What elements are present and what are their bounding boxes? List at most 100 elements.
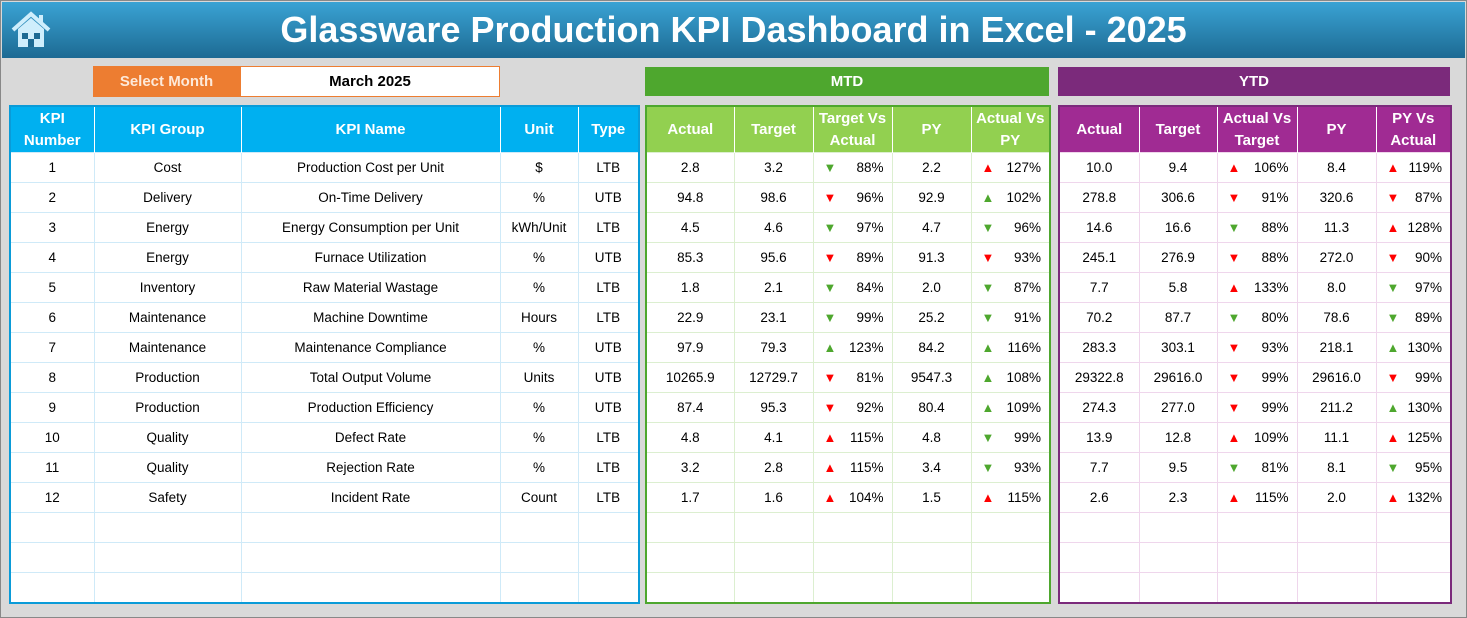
- ytd-cell: 70.2: [1058, 302, 1140, 333]
- cell-name: Machine Downtime: [240, 302, 501, 333]
- triangle-down-icon: ▼: [981, 220, 995, 235]
- indicator: ▼ 93%: [1218, 340, 1297, 355]
- table-row: 2 Delivery On-Time Delivery% UTB: [9, 182, 640, 213]
- percent-value: 88%: [1261, 220, 1289, 235]
- percent-value: 109%: [1006, 400, 1041, 415]
- table-row: 11 Quality Rejection Rate% LTB: [9, 452, 640, 483]
- empty-cell: [1375, 512, 1452, 543]
- ytd-cell: ▲ 130%: [1375, 392, 1452, 423]
- ytd-cell: ▼ 88%: [1216, 242, 1298, 273]
- triangle-down-icon: ▼: [1386, 250, 1400, 265]
- percent-value: 93%: [1013, 250, 1041, 265]
- kpi-table: KPI Number KPI Group KPI Name Unit Type 1 Cost…: [9, 105, 640, 604]
- mtd-cell: 3.4: [891, 452, 972, 483]
- cell-name: Energy Consumption per Unit: [240, 212, 501, 243]
- indicator: ▼ 93%: [972, 250, 1050, 265]
- percent-value: 93%: [1013, 460, 1041, 475]
- percent-value: 80%: [1261, 310, 1289, 325]
- empty-cell: [1296, 512, 1377, 543]
- mtd-cell: 1.6: [733, 482, 814, 513]
- percent-value: 87%: [1414, 190, 1442, 205]
- mtd-cell: 2.2: [891, 152, 972, 183]
- triangle-down-icon: ▼: [981, 250, 995, 265]
- table-row: [9, 542, 640, 573]
- empty-cell: [812, 542, 893, 573]
- indicator: ▲ 130%: [1377, 340, 1451, 355]
- ytd-cell: ▼ 80%: [1216, 302, 1298, 333]
- cell-type: UTB: [577, 332, 640, 363]
- cell-group: Quality: [93, 422, 242, 453]
- table-row: [9, 572, 640, 604]
- percent-value: 96%: [856, 190, 884, 205]
- cell-name: Total Output Volume: [240, 362, 501, 393]
- table-row: 1.7 1.6 ▲ 104% 1.5 ▲ 115%: [645, 482, 1051, 513]
- table-row: [645, 542, 1051, 573]
- empty-cell: [1296, 542, 1377, 573]
- mtd-cell: ▼ 93%: [970, 242, 1051, 273]
- percent-value: 115%: [1254, 490, 1289, 505]
- percent-value: 115%: [849, 460, 884, 475]
- triangle-up-icon: ▲: [981, 340, 995, 355]
- ytd-cell: 2.3: [1138, 482, 1218, 513]
- column-header: Target: [734, 106, 814, 153]
- indicator: ▼ 81%: [1218, 460, 1297, 475]
- ytd-cell: 276.9: [1138, 242, 1218, 273]
- empty-cell: [240, 572, 501, 604]
- empty-cell: [812, 512, 893, 543]
- indicator: ▼ 92%: [814, 400, 892, 415]
- ytd-cell: 278.8: [1058, 182, 1140, 213]
- ytd-cell: ▲ 119%: [1375, 152, 1452, 183]
- mtd-section-header: MTD: [645, 67, 1049, 96]
- indicator: ▼ 99%: [1377, 370, 1451, 385]
- cell-num: 6: [9, 302, 95, 333]
- triangle-up-icon: ▲: [1227, 160, 1241, 175]
- cell-type: UTB: [577, 392, 640, 423]
- empty-cell: [499, 542, 579, 573]
- table-row: 97.9 79.3 ▲ 123% 84.2 ▲ 116%: [645, 332, 1051, 363]
- mtd-cell: 1.5: [891, 482, 972, 513]
- cell-name: Furnace Utilization: [240, 242, 501, 273]
- indicator: ▼ 99%: [1218, 370, 1297, 385]
- indicator: ▼ 95%: [1377, 460, 1451, 475]
- mtd-cell: ▲ 115%: [970, 482, 1051, 513]
- percent-value: 99%: [1261, 400, 1289, 415]
- cell-unit: %: [499, 452, 579, 483]
- indicator: ▼ 89%: [1377, 310, 1451, 325]
- cell-name: Rejection Rate: [240, 452, 501, 483]
- month-dropdown[interactable]: March 2025: [240, 66, 500, 97]
- home-icon[interactable]: [10, 10, 52, 50]
- triangle-down-icon: ▼: [823, 370, 837, 385]
- mtd-cell: 10265.9: [645, 362, 735, 393]
- table-row: 8 Production Total Output Volume Units UTB: [9, 362, 640, 393]
- triangle-up-icon: ▲: [823, 460, 837, 475]
- cell-unit: %: [499, 392, 579, 423]
- percent-value: 130%: [1407, 400, 1442, 415]
- cell-unit: Count: [499, 482, 579, 513]
- indicator: ▼ 96%: [814, 190, 892, 205]
- cell-group: Inventory: [93, 272, 242, 303]
- mtd-cell: 84.2: [891, 332, 972, 363]
- ytd-cell: 7.7: [1058, 452, 1140, 483]
- percent-value: 92%: [856, 400, 884, 415]
- percent-value: 96%: [1013, 220, 1041, 235]
- ytd-table: Actual Target Actual Vs Target PY PY Vs Actu…: [1058, 105, 1452, 604]
- cell-name: Production Efficiency: [240, 392, 501, 423]
- ytd-section-header: YTD: [1058, 67, 1450, 96]
- mtd-cell: 4.7: [891, 212, 972, 243]
- triangle-down-icon: ▼: [1386, 370, 1400, 385]
- mtd-cell: ▼ 99%: [970, 422, 1051, 453]
- table-row: 7.7 5.8 ▲ 133% 8.0 ▼ 97%: [1058, 272, 1452, 303]
- cell-unit: Units: [499, 362, 579, 393]
- mtd-cell: ▲ 115%: [812, 452, 893, 483]
- table-row: 14.6 16.6 ▼ 88% 11.3 ▲ 128%: [1058, 212, 1452, 243]
- indicator: ▼ 91%: [972, 310, 1050, 325]
- ytd-cell: 10.0: [1058, 152, 1140, 183]
- table-row: 22.9 23.1 ▼ 99% 25.2 ▼ 91%: [645, 302, 1051, 333]
- cell-group: Quality: [93, 452, 242, 483]
- percent-value: 109%: [1253, 430, 1289, 445]
- percent-value: 89%: [1414, 310, 1442, 325]
- triangle-down-icon: ▼: [823, 190, 837, 205]
- table-row: [1058, 572, 1452, 604]
- column-header: PY: [892, 106, 972, 153]
- indicator: ▲ 106%: [1218, 160, 1297, 175]
